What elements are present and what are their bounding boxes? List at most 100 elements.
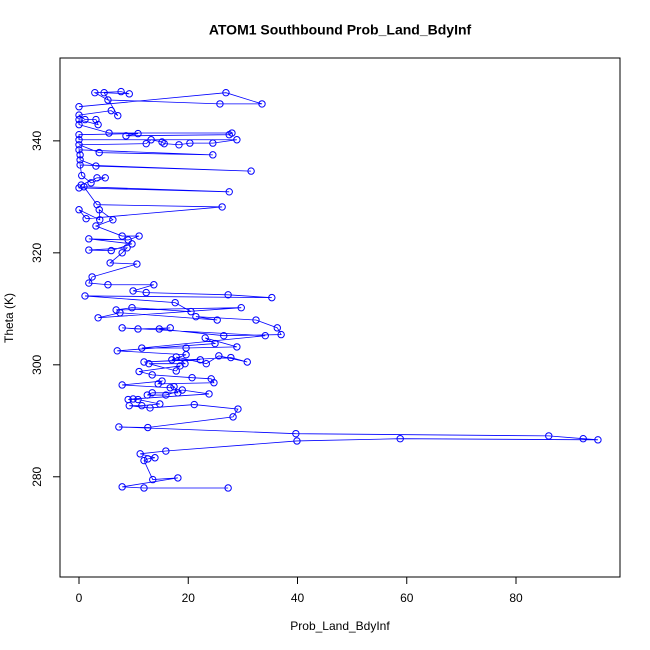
data-point	[210, 379, 218, 387]
data-point	[187, 307, 195, 316]
data-point	[178, 386, 186, 394]
data-point	[147, 136, 155, 144]
data-point	[579, 435, 587, 443]
data-point	[224, 291, 232, 299]
data-point	[145, 359, 153, 368]
data-point	[134, 129, 142, 138]
data-point	[92, 222, 100, 230]
data-point	[82, 214, 90, 223]
data-point	[115, 423, 123, 431]
data-point	[158, 138, 166, 146]
data-point	[162, 447, 170, 455]
data-point	[85, 246, 93, 254]
data-point	[237, 304, 245, 312]
data-point	[93, 200, 101, 209]
data-point	[594, 436, 602, 444]
data-point	[144, 455, 152, 463]
data-point	[155, 325, 164, 333]
data-point	[76, 161, 84, 169]
data-point	[109, 216, 117, 224]
data-point	[92, 162, 100, 170]
data-point	[78, 171, 86, 180]
data-point	[211, 339, 219, 348]
data-point	[213, 316, 221, 324]
data-point	[172, 353, 180, 361]
data-point	[134, 325, 142, 333]
data-point	[134, 395, 142, 404]
data-point	[140, 358, 148, 366]
data-point	[201, 334, 209, 342]
data-line	[77, 91, 598, 489]
data-point	[100, 89, 108, 97]
data-point	[218, 203, 226, 211]
data-point	[151, 454, 159, 462]
data-point	[107, 106, 115, 115]
data-point	[75, 103, 83, 111]
data-point	[133, 260, 141, 268]
data-point	[224, 484, 232, 492]
data-point	[233, 343, 241, 351]
data-point	[128, 304, 136, 312]
data-point	[124, 236, 132, 244]
data-point	[118, 381, 126, 389]
data-point	[92, 115, 100, 124]
data-point	[118, 232, 126, 240]
x-tick-label: 80	[509, 591, 523, 605]
data-point	[186, 139, 194, 147]
data-point	[123, 244, 131, 252]
data-point	[76, 151, 84, 159]
data-point	[104, 96, 112, 104]
data-point	[202, 359, 210, 368]
data-point	[209, 151, 217, 159]
data-point	[118, 483, 126, 491]
data-point	[75, 111, 83, 119]
data-point	[142, 139, 150, 148]
data-point	[128, 240, 136, 248]
data-point	[172, 367, 180, 375]
data-point	[118, 324, 126, 332]
data-point	[225, 188, 233, 196]
data-point	[94, 314, 102, 322]
data-point	[220, 331, 228, 340]
y-tick-label: 280	[30, 466, 44, 486]
data-point	[545, 432, 553, 440]
data-point	[117, 87, 125, 96]
data-point	[252, 316, 260, 324]
data-point	[135, 367, 143, 376]
data-point	[91, 89, 99, 97]
data-point	[156, 400, 164, 408]
data-point	[215, 352, 223, 360]
x-tick-label: 0	[76, 591, 83, 605]
y-tick-label: 300	[30, 354, 44, 374]
data-point	[292, 429, 300, 438]
data-point	[149, 475, 157, 484]
x-tick-label: 20	[182, 591, 196, 605]
data-point	[75, 146, 83, 154]
data-point	[148, 389, 156, 397]
data-point	[273, 324, 281, 332]
data-point	[175, 141, 183, 149]
data-point	[140, 456, 148, 465]
data-point	[162, 391, 170, 399]
data-point	[188, 373, 196, 382]
data-point	[80, 183, 88, 191]
data-point	[94, 120, 102, 129]
data-point	[136, 450, 144, 458]
data-point	[261, 331, 269, 340]
data-point	[243, 358, 251, 366]
data-point	[170, 382, 178, 391]
data-point	[107, 246, 115, 255]
data-point	[135, 232, 143, 240]
data-point	[192, 312, 200, 321]
data-point	[75, 184, 83, 192]
data-point	[87, 179, 95, 187]
data-point	[176, 362, 184, 370]
data-point	[293, 437, 301, 445]
data-point	[81, 292, 89, 300]
data-point	[75, 136, 83, 144]
data-point	[142, 288, 150, 297]
data-point	[146, 404, 154, 412]
data-point	[227, 353, 235, 362]
data-point	[174, 474, 182, 482]
